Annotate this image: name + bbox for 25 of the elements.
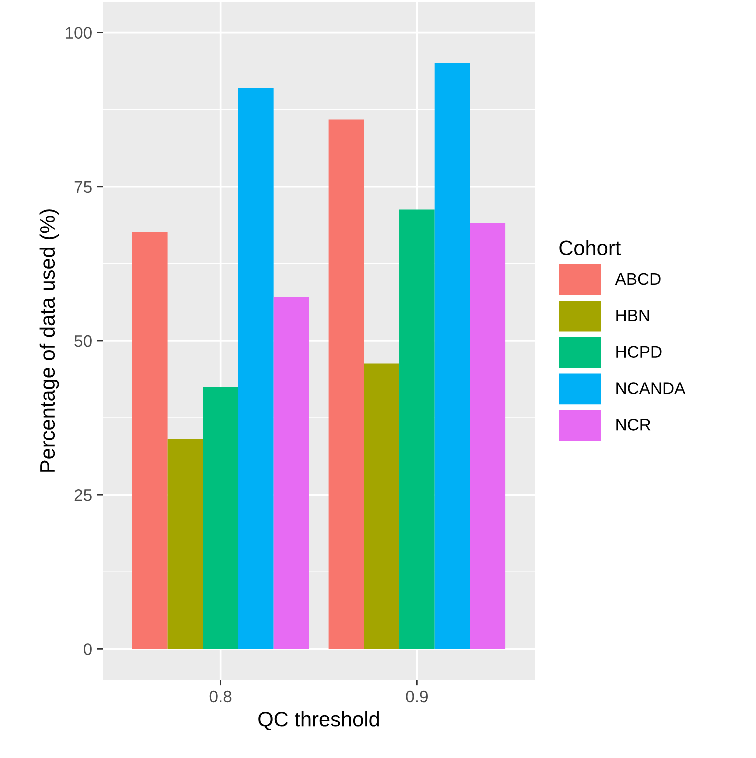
legend-label: NCR: [616, 419, 651, 431]
bar: [132, 232, 168, 650]
y-tick-label: 75: [74, 181, 92, 194]
x-axis-title: QC threshold: [258, 712, 380, 731]
bar: [203, 387, 238, 650]
bar: [434, 63, 470, 650]
legend-label: ABCD: [615, 273, 661, 286]
y-axis-title: Percentage of data used (%): [40, 210, 60, 472]
y-tick-label: 0: [84, 644, 92, 656]
y-tick-label: 50: [74, 335, 92, 348]
legend-label: HCPD: [616, 346, 662, 358]
y-tick-label: 25: [74, 489, 92, 502]
legend-title: Cohort: [560, 240, 622, 256]
bar: [470, 223, 506, 650]
bar: [238, 88, 274, 650]
x-tick-label: 0.9: [406, 690, 428, 703]
bar: [168, 439, 204, 650]
y-tick-label: 100: [66, 27, 92, 40]
legend-label: NCANDA: [616, 382, 686, 394]
legend-label: HBN: [616, 310, 650, 322]
x-tick-label: 0.8: [210, 690, 232, 703]
bar: [400, 210, 435, 650]
bar: [364, 364, 400, 650]
bar: [328, 120, 364, 650]
bar: [274, 297, 310, 650]
